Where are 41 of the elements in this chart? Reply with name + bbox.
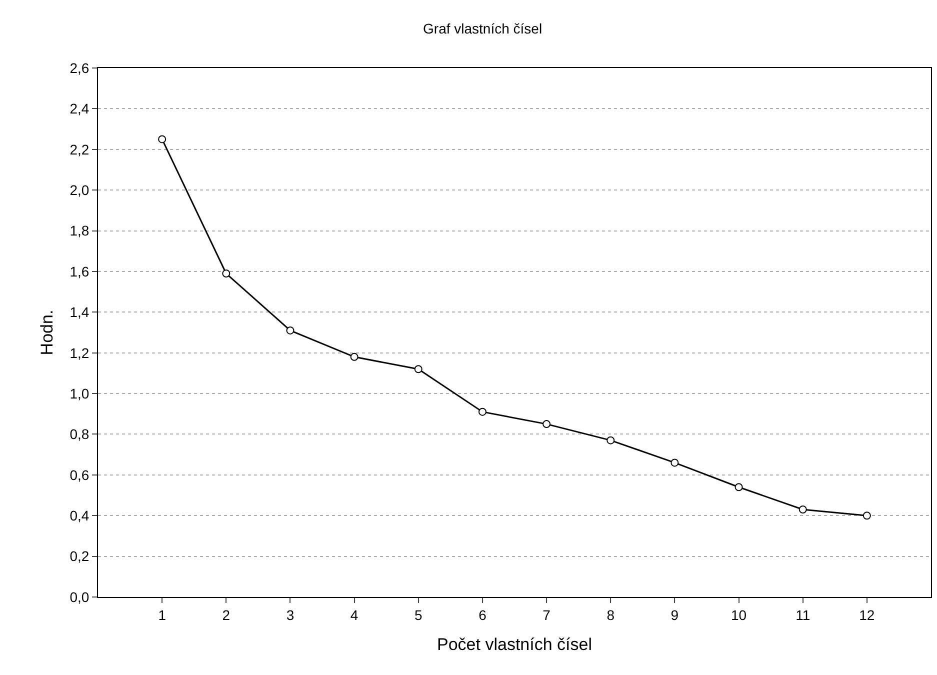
point xyxy=(222,270,230,278)
x-tick-label: 1 xyxy=(158,606,166,623)
y-tick-label: 1,0 xyxy=(70,385,90,402)
y-tick-label: 1,8 xyxy=(70,222,90,239)
point xyxy=(606,436,615,444)
y-tick-label: 0,0 xyxy=(70,588,90,605)
x-tick-label: 8 xyxy=(606,606,615,623)
x-tick-label: 4 xyxy=(350,606,358,623)
point xyxy=(798,506,807,514)
x-tick-label: 2 xyxy=(222,606,230,623)
y-tick-label: 1,2 xyxy=(70,344,90,361)
chart-title: Graf vlastních čísel xyxy=(423,20,542,36)
point xyxy=(670,458,679,467)
y-tick-label: 0,6 xyxy=(70,466,90,483)
y-tick-label: 1,6 xyxy=(70,263,90,280)
y-tick-label: 1,4 xyxy=(70,304,90,320)
y-tick-label: 0,4 xyxy=(70,508,90,524)
x-tick-label: 10 xyxy=(730,606,747,623)
x-tick-label: 5 xyxy=(414,606,422,623)
x-tick-label: 11 xyxy=(796,606,810,623)
x-tick-label: 12 xyxy=(859,606,875,623)
point xyxy=(734,483,743,492)
x-tick-label: 3 xyxy=(286,606,294,623)
x-tick-label: 7 xyxy=(542,606,551,623)
point xyxy=(414,365,422,374)
y-tick-label: 2,0 xyxy=(70,182,90,198)
x-tick-label: 9 xyxy=(670,606,679,623)
y-tick-label: 0,8 xyxy=(70,426,90,442)
x-axis-title: Počet vlastních čísel xyxy=(437,635,592,654)
point xyxy=(478,408,486,416)
point xyxy=(158,135,166,144)
y-tick-label: 2,2 xyxy=(70,141,90,158)
y-axis-title: Hodn. xyxy=(37,310,56,356)
y-tick-label: 2,4 xyxy=(70,100,90,117)
x-tick-label: 6 xyxy=(478,606,487,623)
y-tick-label: 2,6 xyxy=(70,60,90,76)
point xyxy=(542,420,551,428)
point xyxy=(286,326,294,334)
point xyxy=(350,352,358,361)
point xyxy=(862,512,871,520)
y-tick-label: 0,2 xyxy=(70,548,90,564)
